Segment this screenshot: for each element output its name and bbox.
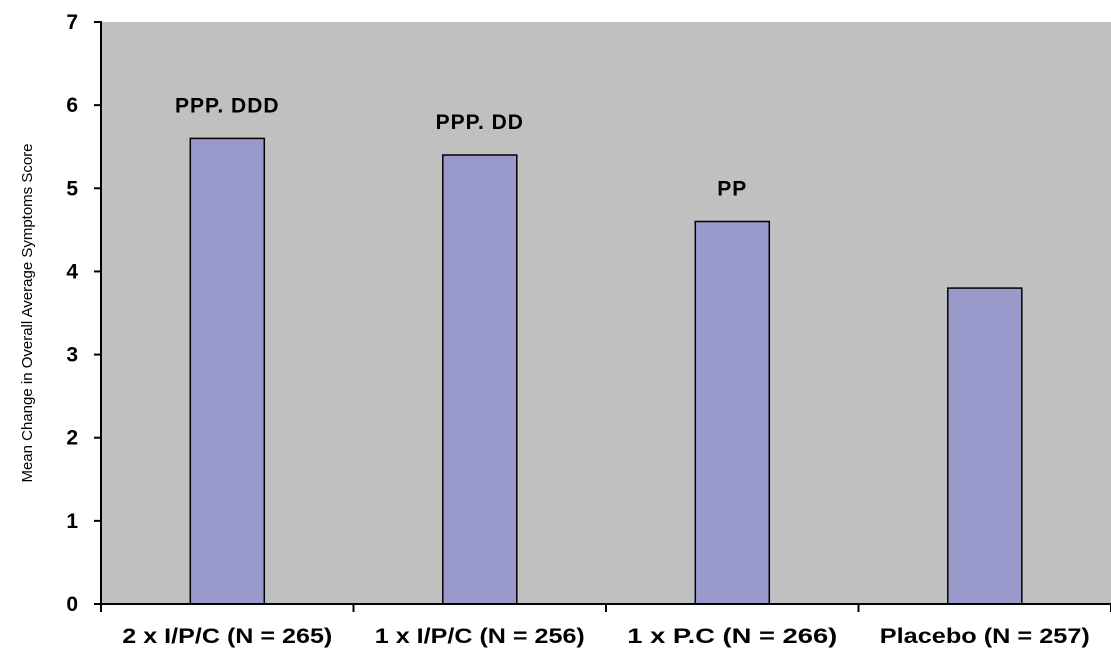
bar-annotation: PP bbox=[717, 178, 747, 201]
bar bbox=[189, 137, 266, 605]
x-tick-label: Placebo (N = 257) bbox=[880, 625, 1090, 648]
bar-annotations: PPP. DDD PPP. DD PP bbox=[175, 94, 747, 201]
y-tick-label: 2 bbox=[66, 427, 78, 450]
bar-annotation: PPP. DD bbox=[436, 111, 524, 134]
x-tick-label: 2 x I/P/C (N = 265) bbox=[122, 625, 332, 648]
y-tick-label: 6 bbox=[66, 94, 78, 117]
x-tick-label: 1 x P.C (N = 266) bbox=[627, 625, 837, 648]
y-tick-label: 7 bbox=[66, 11, 78, 34]
x-tick-label: 1 x I/P/C (N = 256) bbox=[375, 625, 585, 648]
plot-area bbox=[101, 22, 1111, 604]
bar-annotation: PPP. DDD bbox=[175, 94, 279, 117]
y-tick-label: 1 bbox=[66, 510, 78, 533]
y-tick-label: 0 bbox=[66, 593, 78, 616]
y-tick-label: 4 bbox=[66, 260, 78, 283]
y-tick-label: 5 bbox=[66, 177, 78, 200]
bar bbox=[947, 287, 1023, 605]
bars-layer bbox=[189, 137, 1023, 605]
x-axis-ticks: 2 x I/P/C (N = 265) 1 x I/P/C (N = 256) 1 … bbox=[100, 604, 1111, 648]
y-axis-title: Mean Change in Overall Average Symptoms … bbox=[19, 143, 36, 482]
y-axis-ticks: 0 1 2 3 4 5 6 7 bbox=[66, 11, 101, 616]
bar bbox=[694, 220, 771, 605]
bar bbox=[442, 154, 518, 605]
y-tick-label: 3 bbox=[66, 344, 78, 367]
